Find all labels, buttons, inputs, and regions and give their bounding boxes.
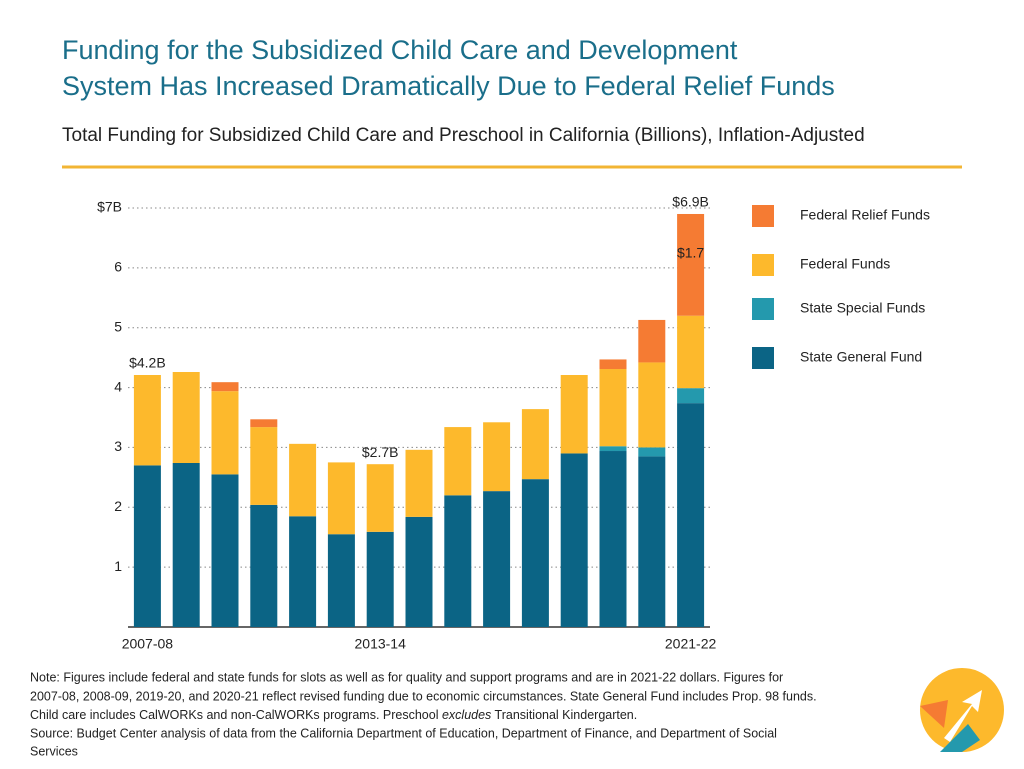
legend-label: State General Fund (800, 349, 922, 365)
note-part: Transitional Kindergarten. (491, 708, 637, 722)
total-label: $6.9B (672, 194, 709, 210)
y-tick-label: 6 (114, 259, 122, 275)
bar-segment (444, 427, 472, 496)
bar-segment (560, 375, 588, 454)
bar-segment (677, 213, 705, 316)
y-tick-label: 2 (114, 498, 122, 514)
chart-title: Funding for the Subsidized Child Care an… (62, 35, 738, 65)
bar-segment (250, 419, 278, 428)
bar-segment (521, 479, 549, 627)
chart-subtitle: Total Funding for Subsidized Child Care … (62, 125, 865, 146)
y-tick-label: 4 (114, 378, 122, 394)
bar-segment (250, 427, 278, 505)
logo-shape (940, 724, 980, 752)
bar-segment (638, 362, 666, 448)
total-label: $2.7B (362, 444, 399, 460)
bar-segment (133, 465, 161, 627)
legend-swatch (752, 347, 774, 369)
data-label: $1.7 (677, 245, 704, 261)
bar-segment (211, 382, 239, 392)
bar-segment (211, 474, 239, 627)
logo (920, 668, 1004, 752)
note: Child care includes CalWORKs and non-Cal… (30, 708, 637, 722)
bar-segment (250, 504, 278, 627)
bar-segment (638, 319, 666, 363)
note: Note: Figures include federal and state … (30, 670, 783, 684)
legend-swatch (752, 298, 774, 320)
note-part: excludes (442, 708, 491, 722)
logo-arrow (944, 690, 982, 742)
bar-segment (172, 372, 200, 463)
legend-swatch (752, 205, 774, 227)
legend-label: Federal Funds (800, 256, 890, 272)
bar-segment (289, 443, 317, 517)
bar-segment (560, 453, 588, 627)
bar-segment (599, 369, 627, 447)
logo-circle (920, 668, 1004, 752)
bar-segment (211, 391, 239, 475)
logo-shape (920, 700, 948, 728)
bar-segment (366, 531, 394, 627)
bar-segment (483, 422, 511, 492)
y-tick-label: 1 (114, 558, 122, 574)
bar-segment (172, 462, 200, 627)
bar-segment (638, 456, 666, 627)
bar-segment (599, 359, 627, 370)
bar-segment (638, 447, 666, 457)
bar-segment (677, 403, 705, 627)
y-tick-label: 5 (114, 318, 122, 334)
bar-segment (289, 516, 317, 627)
bar-segment (483, 491, 511, 627)
y-tick-label: 3 (114, 438, 122, 454)
bar-segment (405, 516, 433, 627)
bar-segment (599, 451, 627, 627)
x-tick-label: 2021-22 (665, 636, 717, 652)
total-label: $4.2B (129, 355, 166, 371)
bar-segment (521, 409, 549, 480)
x-tick-label: 2007-08 (122, 636, 174, 652)
chart-title: System Has Increased Dramatically Due to… (62, 71, 835, 101)
bar-segment (599, 446, 627, 452)
legend-label: Federal Relief Funds (800, 207, 930, 223)
source: Services (30, 744, 78, 758)
source: Source: Budget Center analysis of data f… (30, 726, 777, 740)
bar-segment (327, 462, 355, 535)
y-tick-label: $7B (97, 199, 122, 215)
bar-segment (677, 388, 705, 404)
bar-segment (405, 449, 433, 517)
bar-segment (677, 315, 705, 389)
bar-segment (366, 464, 394, 532)
x-tick-label: 2013-14 (355, 636, 407, 652)
bar-segment (133, 375, 161, 466)
legend-label: State Special Funds (800, 300, 925, 316)
bar-segment (444, 495, 472, 627)
legend-swatch (752, 254, 774, 276)
note-part: Child care includes CalWORKs and non-Cal… (30, 708, 442, 722)
note: 2007-08, 2008-09, 2019-20, and 2020-21 r… (30, 689, 817, 703)
bar-segment (327, 534, 355, 627)
